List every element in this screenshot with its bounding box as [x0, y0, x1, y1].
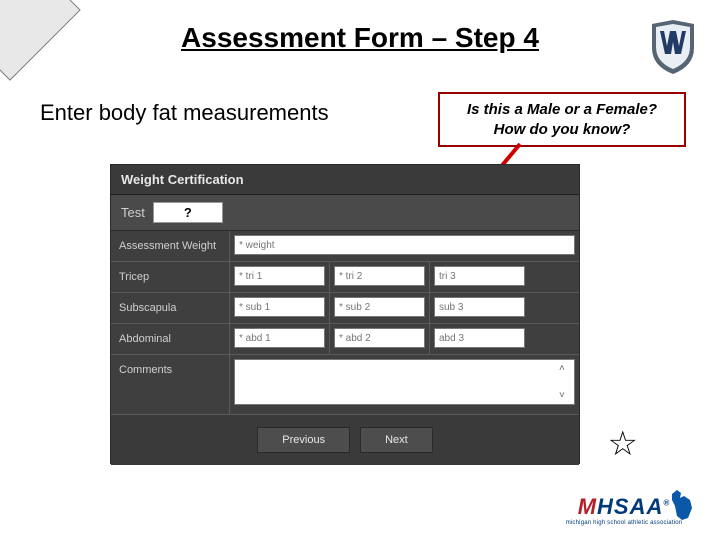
question-mark-badge: ?	[153, 202, 223, 223]
test-row: Test ?	[111, 195, 579, 231]
test-label: Test	[121, 205, 145, 220]
row-label: Tricep	[111, 262, 229, 292]
sub2-input[interactable]	[334, 297, 425, 317]
sub1-input[interactable]	[234, 297, 325, 317]
row-abdominal: Abdominal	[111, 324, 579, 355]
row-label: Subscapula	[111, 293, 229, 323]
tri1-input[interactable]	[234, 266, 325, 286]
row-label: Abdominal	[111, 324, 229, 354]
next-button[interactable]: Next	[360, 427, 433, 453]
weight-input[interactable]	[234, 235, 575, 255]
chevron-down-icon: ˅	[559, 390, 573, 401]
comments-textarea[interactable]	[234, 359, 575, 405]
abd1-input[interactable]	[234, 328, 325, 348]
callout-line-2: How do you know?	[444, 120, 680, 140]
row-subscapula: Subscapula	[111, 293, 579, 324]
abd2-input[interactable]	[334, 328, 425, 348]
star-icon: ☆	[608, 424, 638, 464]
michigan-icon	[668, 488, 696, 522]
shield-logo	[650, 20, 696, 74]
weight-cert-form: Weight Certification Test ? Assessment W…	[110, 164, 580, 464]
scroll-arrows: ˄ ˅	[559, 363, 573, 401]
page-subtitle: Enter body fat measurements	[40, 100, 329, 126]
abd3-input[interactable]	[434, 328, 525, 348]
tri2-input[interactable]	[334, 266, 425, 286]
row-comments: Comments ˄ ˅	[111, 355, 579, 415]
tri3-input[interactable]	[434, 266, 525, 286]
panel-header: Weight Certification	[111, 165, 579, 195]
row-label: Assessment Weight	[111, 231, 229, 261]
chevron-up-icon: ˄	[559, 363, 573, 374]
footer-logo: MHSAA® michigan high school athletic ass…	[554, 494, 694, 526]
form-button-row: Previous Next	[111, 415, 579, 465]
sub3-input[interactable]	[434, 297, 525, 317]
row-label: Comments	[111, 355, 229, 414]
row-assessment-weight: Assessment Weight	[111, 231, 579, 262]
previous-button[interactable]: Previous	[257, 427, 350, 453]
gender-callout: Is this a Male or a Female? How do you k…	[438, 92, 686, 147]
mhsaa-wordmark: MHSAA®	[578, 494, 671, 520]
callout-line-1: Is this a Male or a Female?	[444, 100, 680, 120]
row-tricep: Tricep	[111, 262, 579, 293]
page-title: Assessment Form – Step 4	[0, 22, 720, 54]
